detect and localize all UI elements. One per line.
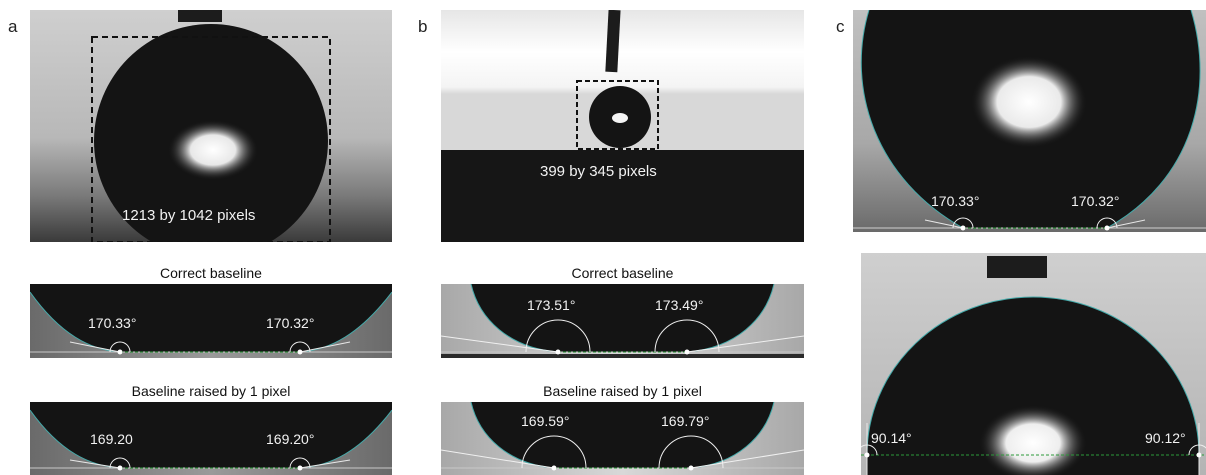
baseline-crop-raised-b: 169.59° 169.79° (441, 402, 804, 475)
droplet-hemisphere-image-c: 90.14° 90.12° (861, 253, 1206, 475)
angle-right-correct-b: 173.49° (655, 297, 704, 313)
angle-left-bottom-c: 90.14° (871, 430, 912, 446)
caption-correct-baseline-b: Correct baseline (571, 265, 674, 281)
angle-right-raised-b: 169.79° (661, 413, 710, 429)
droplet-image-b: 399 by 345 pixels (441, 10, 804, 242)
angle-left-raised-a: 169.20 (90, 431, 133, 447)
caption-raised-baseline-b: Baseline raised by 1 pixel (543, 383, 702, 399)
image-size-label-b: 399 by 345 pixels (540, 163, 657, 180)
angle-left-correct-a: 170.33° (88, 315, 137, 331)
angle-left-correct-b: 173.51° (527, 297, 576, 313)
baseline-crop-correct-b: 173.51° 173.49° (441, 284, 804, 358)
caption-raised-baseline-a: Baseline raised by 1 pixel (131, 383, 291, 399)
angle-right-raised-a: 169.20° (266, 431, 315, 447)
angle-right-bottom-c: 90.12° (1145, 430, 1186, 446)
droplet-image-a: 1213 by 1042 pixels (30, 10, 392, 242)
panel-letter-b: b (418, 17, 428, 36)
angle-right-correct-a: 170.32° (266, 315, 315, 331)
droplet-zoom-image-c: 170.33° 170.32° (853, 10, 1206, 232)
angle-right-top-c: 170.32° (1071, 193, 1120, 209)
angle-left-top-c: 170.33° (931, 193, 980, 209)
caption-correct-baseline-a: Correct baseline (160, 265, 262, 281)
panel-letter-a: a (8, 17, 18, 36)
image-size-label-a: 1213 by 1042 pixels (122, 207, 256, 224)
baseline-crop-raised-a: 169.20 169.20° (30, 402, 392, 475)
angle-left-raised-b: 169.59° (521, 413, 570, 429)
baseline-crop-correct-a: 170.33° 170.32° (30, 284, 392, 358)
panel-letter-c: c (836, 17, 845, 36)
